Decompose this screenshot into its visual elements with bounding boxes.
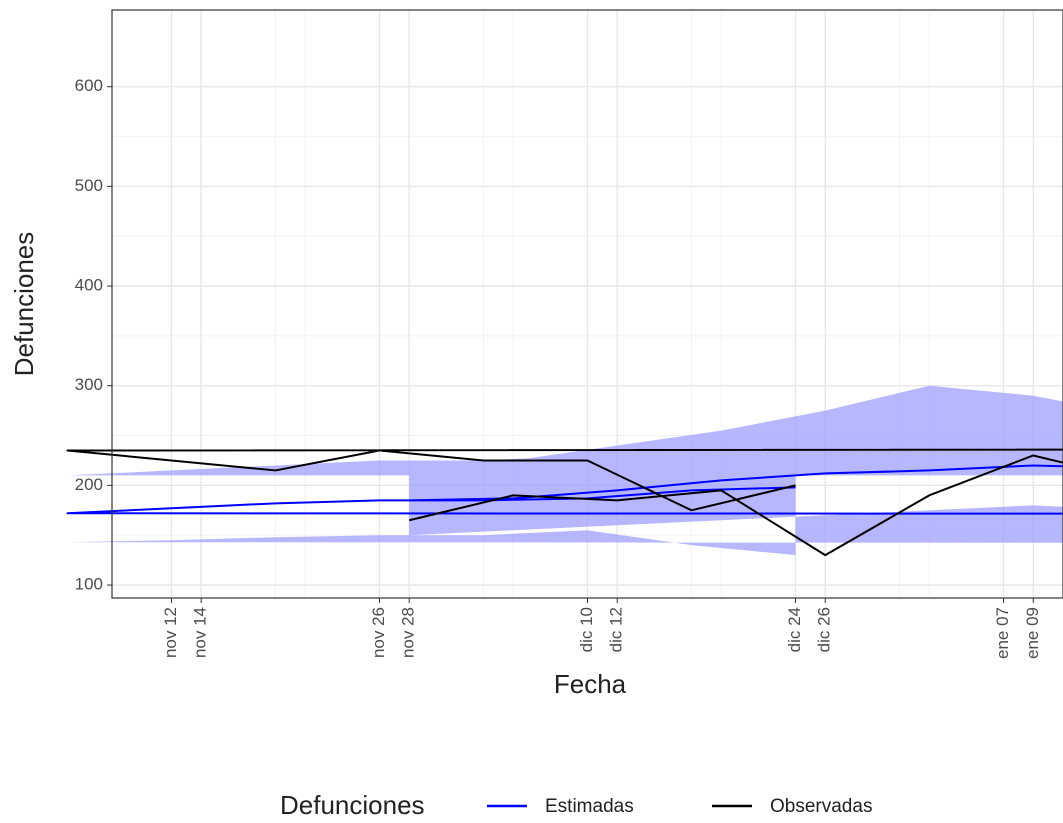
x-tick-label: dic 10 [577, 607, 596, 652]
x-axis-title: Fecha [554, 669, 627, 699]
x-tick-label: ene 09 [1023, 607, 1042, 659]
y-tick-label: 300 [75, 375, 103, 394]
x-tick-label: dic 12 [607, 607, 626, 652]
legend-label: Observadas [770, 796, 872, 817]
x-tick-label: nov 12 [161, 607, 180, 658]
legend: Defunciones Estimadas Observadas [280, 790, 872, 820]
x-tick-label: nov 14 [191, 607, 210, 658]
y-tick-label: 500 [75, 176, 103, 195]
x-tick-label: nov 26 [369, 607, 388, 658]
legend-label: Estimadas [545, 796, 634, 817]
y-tick-label: 100 [75, 575, 103, 594]
confidence-band [67, 385, 1063, 556]
x-tick-label: dic 26 [815, 607, 834, 652]
x-tick-label: dic 24 [785, 607, 804, 652]
x-tick-label: nov 28 [399, 607, 418, 658]
marks [66, 385, 1063, 557]
legend-title: Defunciones [280, 790, 425, 820]
y-tick-label: 200 [75, 475, 103, 494]
y-tick-label: 600 [75, 76, 103, 95]
y-axis-title: Defunciones [9, 232, 39, 377]
axes: 100 200 300 400 500 600 nov 14 nov 28 dic 12 dic … [75, 76, 1042, 659]
y-tick-label: 400 [75, 276, 103, 295]
x-tick-label: ene 07 [993, 607, 1012, 659]
